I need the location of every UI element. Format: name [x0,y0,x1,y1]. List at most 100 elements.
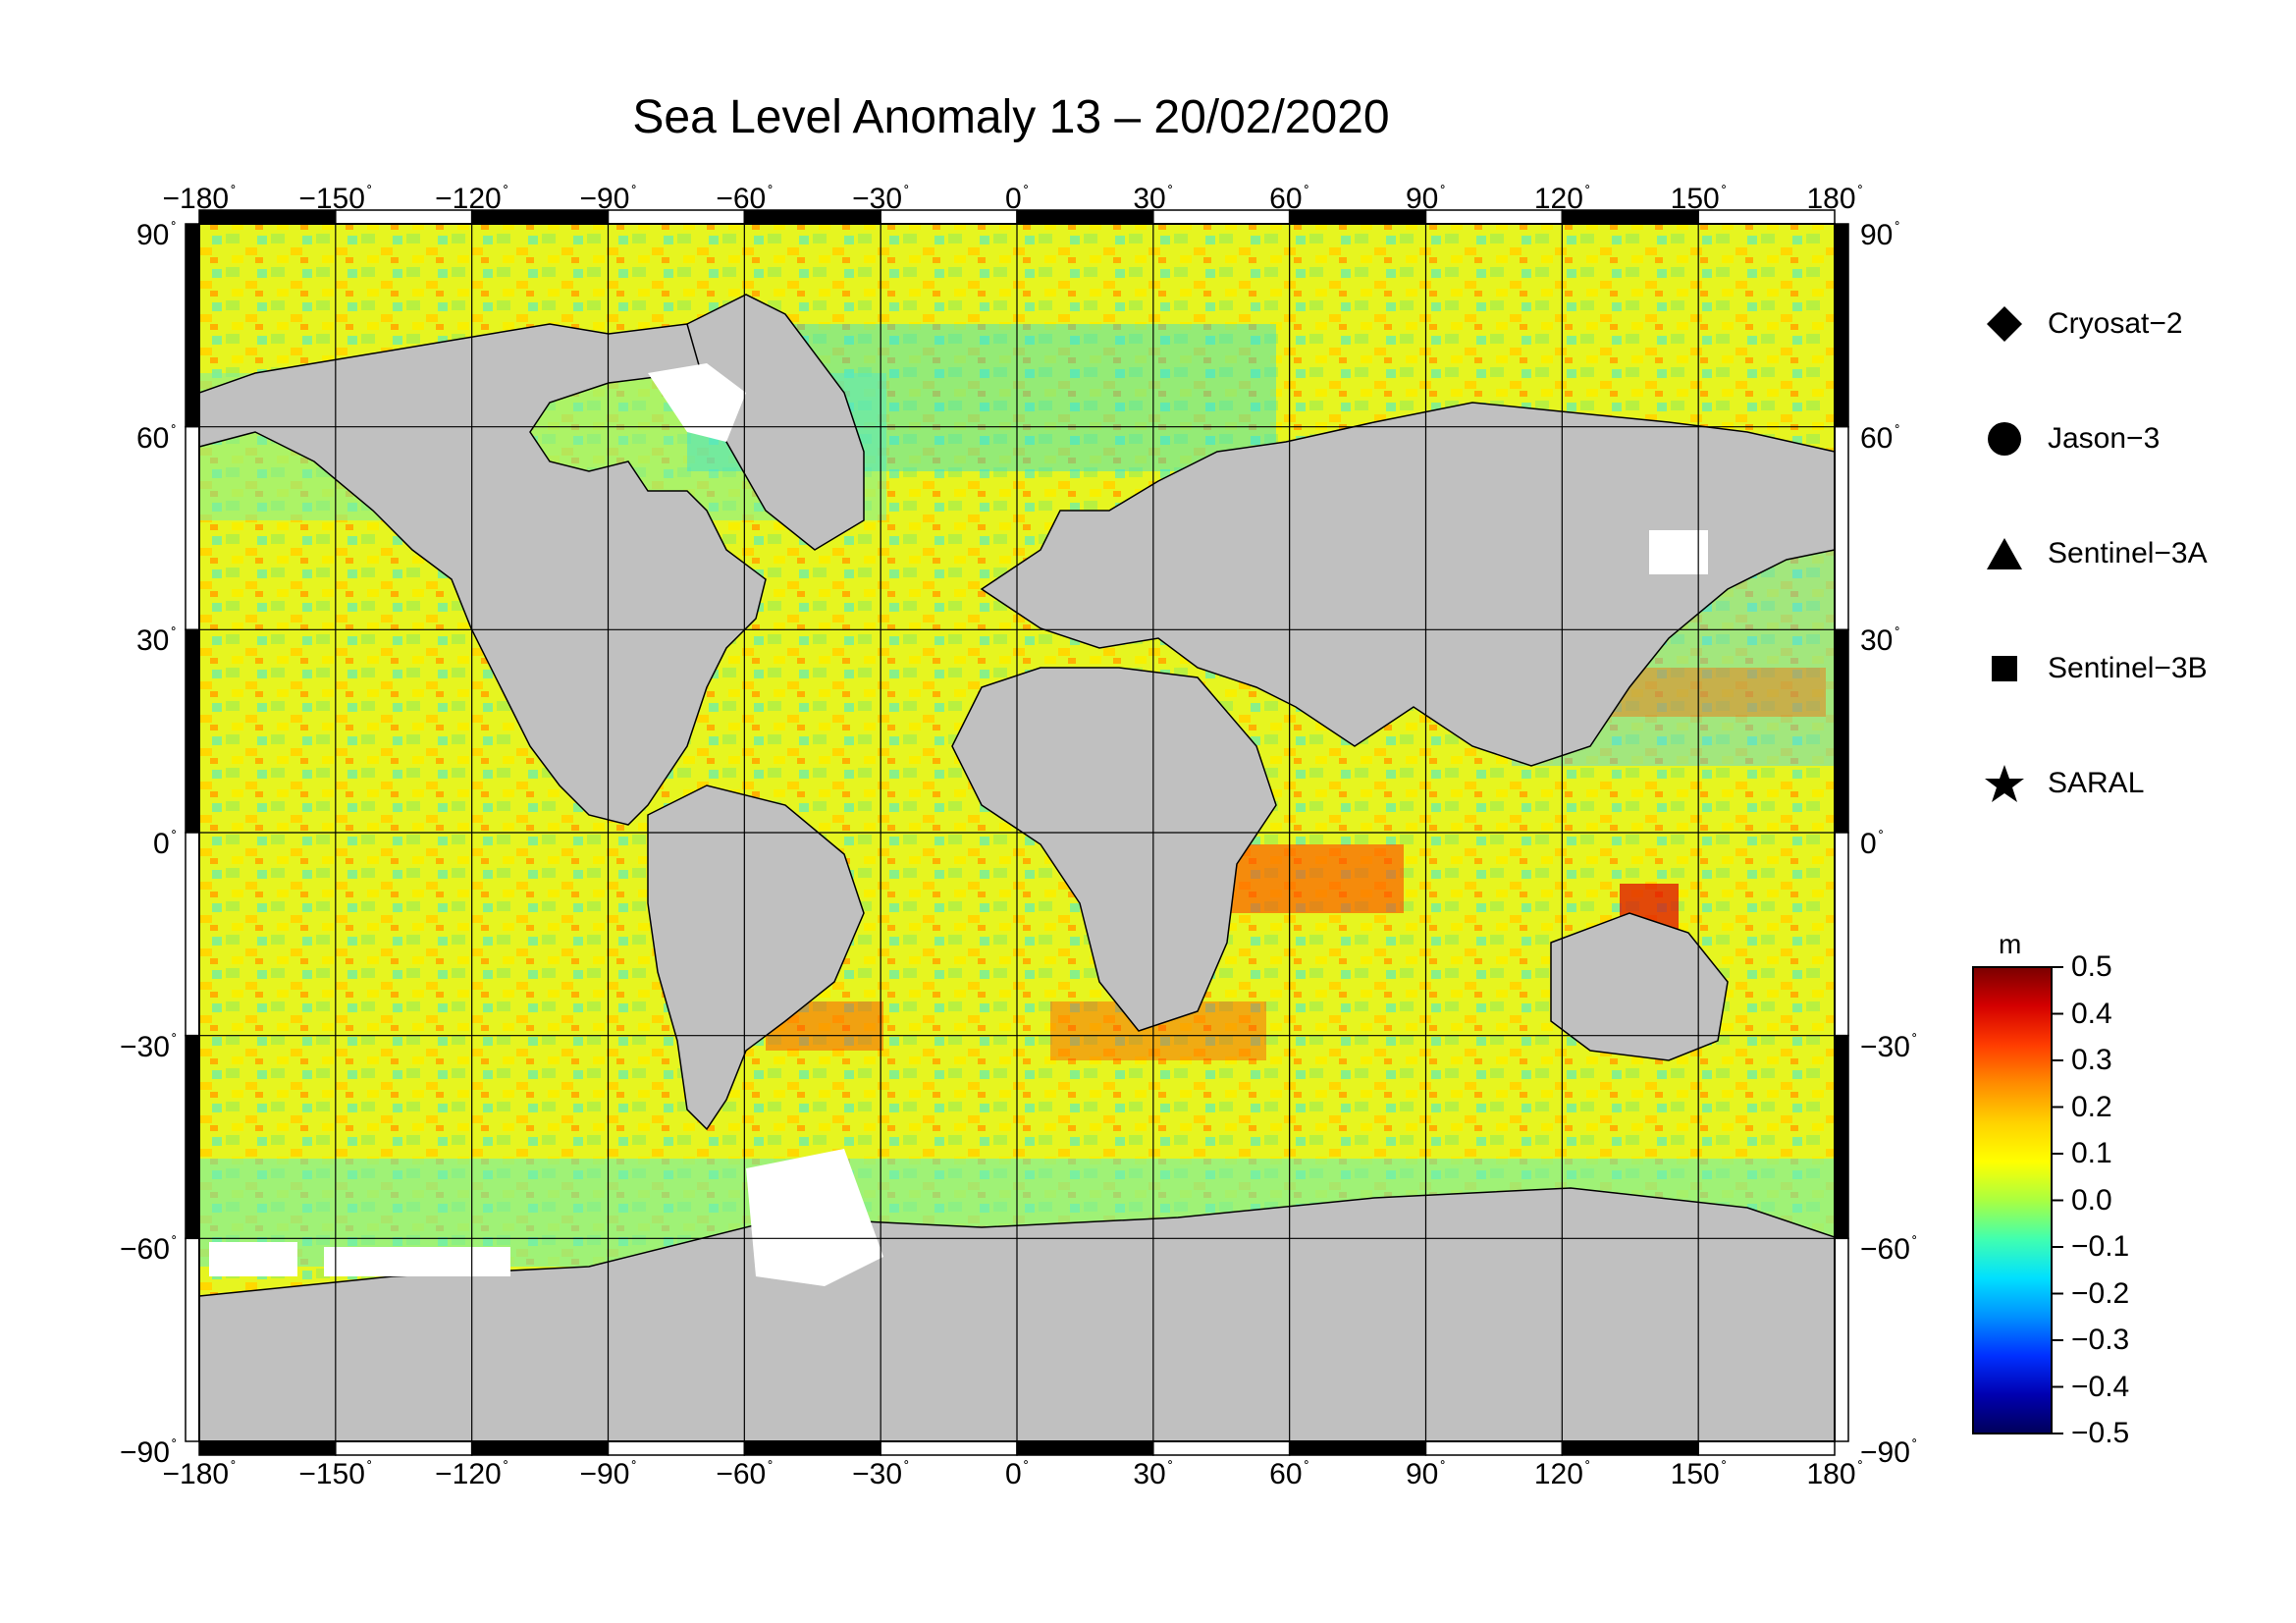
lon-tick-label-bottom: −90 ˚ [579,1458,637,1490]
colorbar-ramp [1972,966,2053,1434]
frame-bar-bottom [1424,1440,1564,1456]
legend-item-sentinel3a: Sentinel−3A [1983,529,2208,578]
lat-tick-label-left: 30 ˚ [136,624,177,658]
legend-label: Jason−3 [2048,422,2161,455]
lat-tick-label-left: −30 ˚ [120,1030,178,1063]
frame-bar-bottom [470,1440,610,1456]
lon-tick-label-bottom: −180 ˚ [162,1458,237,1490]
lon-tick-label-top: −30 ˚ [852,183,910,215]
frame-bar-bottom [880,1440,1018,1456]
lon-tick-label-top: 30 ˚ [1133,183,1174,215]
map-border [198,223,1836,1442]
frame-bar-bottom [743,1440,881,1456]
europe-asia-land [980,402,1836,767]
frame-bar-right [1834,223,1849,428]
legend-label: Sentinel−3B [2048,652,2208,684]
colorbar-label: −0.2 [2071,1276,2130,1310]
lat-tick-label-left: −60 ˚ [120,1233,178,1267]
frame-bar-left [185,1237,200,1442]
colorbar-unit: m [1999,929,2022,959]
frame-bar-bottom [1561,1440,1699,1456]
lon-tick-label-bottom: 120 ˚ [1533,1458,1591,1490]
africa-land [951,667,1277,1032]
lon-tick-label-bottom: 0 ˚ [1005,1458,1030,1490]
colorbar-label: 0.1 [2071,1137,2112,1169]
lon-tick-label-bottom: 60 ˚ [1269,1458,1309,1490]
lon-tick-label-top: 90 ˚ [1406,183,1446,215]
colorbar-label: −0.1 [2071,1230,2130,1263]
frame-bar-left [185,1034,200,1240]
lon-tick-label-top: 150 ˚ [1670,183,1728,215]
colorbar-label: 0.2 [2071,1090,2112,1123]
lon-tick-label-top: −150 ˚ [298,183,373,215]
frame-bar-bottom [1288,1440,1427,1456]
lat-tick-label-left: 0 ˚ [153,828,178,860]
lat-tick-label-right: 0 ˚ [1860,828,1885,860]
south-america-land [647,784,865,1131]
legend-label: Cryosat−2 [2048,307,2183,340]
map-title: Sea Level Anomaly 13 – 20/02/2020 [632,91,1390,143]
colorbar-label: 0.4 [2071,997,2112,1030]
frame-bar-bottom [335,1440,473,1456]
frame-bar-right [1834,832,1849,1037]
frame-bar-bottom [607,1440,746,1456]
colorbar-label: −0.3 [2071,1324,2130,1356]
map-frame [185,209,1849,1456]
lon-tick-label-top: −60 ˚ [716,183,774,215]
diamond-icon [1987,306,2022,342]
legend-item-cryosat2: Cryosat−2 [1983,299,2183,349]
frame-bar-right [1834,425,1849,631]
colorbar-label: 0.5 [2071,950,2112,983]
colorbar-label: 0.0 [2071,1183,2112,1217]
lat-tick-label-right: −90 ˚ [1860,1436,1918,1469]
lon-tick-label-top: −180 ˚ [162,183,237,215]
north-america-land [198,323,767,826]
lon-tick-label-top: 180 ˚ [1806,183,1863,215]
lon-tick-label-top: 120 ˚ [1533,183,1591,215]
legend-item-saral: SARAL [1983,759,2144,808]
lon-tick-label-top: −90 ˚ [579,183,637,215]
frame-bar-right [1834,628,1849,834]
frame-bar-bottom [1152,1440,1291,1456]
colorbar-label: −0.5 [2071,1417,2130,1449]
lon-tick-label-bottom: −30 ˚ [852,1458,910,1490]
colorbar [1972,966,2063,1434]
lat-tick-label-left: 60 ˚ [136,421,177,455]
frame-bar-bottom [198,1440,337,1456]
lon-tick-label-bottom: 180 ˚ [1806,1458,1863,1490]
lon-tick-label-bottom: 90 ˚ [1406,1458,1446,1490]
frame-bar-left [185,223,200,428]
lon-tick-label-bottom: −150 ˚ [298,1458,373,1490]
triangle-icon [1987,538,2022,569]
lon-tick-label-bottom: 150 ˚ [1670,1458,1728,1490]
lon-tick-label-top: 0 ˚ [1005,183,1030,215]
lat-tick-label-right: 60 ˚ [1860,421,1900,455]
frame-bar-right [1834,1034,1849,1240]
lon-tick-label-bottom: −120 ˚ [435,1458,509,1490]
lat-tick-label-right: −30 ˚ [1860,1030,1918,1063]
frame-bar-left [185,425,200,631]
colorbar-label: 0.3 [2071,1044,2112,1076]
legend-item-jason3: Jason−3 [1983,414,2160,463]
lon-tick-label-bottom: −60 ˚ [716,1458,774,1490]
colorbar-label: −0.4 [2071,1370,2130,1403]
legend-label: Sentinel−3A [2048,537,2208,569]
frame-bar-left [185,628,200,834]
lat-tick-label-right: −60 ˚ [1860,1233,1918,1267]
frame-bar-left [185,832,200,1037]
lat-tick-label-left: −90 ˚ [120,1436,178,1469]
legend-item-sentinel3b: Sentinel−3B [1983,644,2208,693]
australia-land [1550,912,1729,1061]
frame-bar-bottom [1697,1440,1836,1456]
star-icon [1985,765,2024,802]
frame-bar-right [1834,1237,1849,1442]
circle-icon [1988,422,2021,456]
lon-tick-label-top: −120 ˚ [435,183,509,215]
square-icon [1992,656,2017,681]
legend-label: SARAL [2048,767,2145,799]
lon-tick-label-bottom: 30 ˚ [1133,1458,1174,1490]
lat-tick-label-right: 30 ˚ [1860,624,1900,658]
frame-bar-bottom [1016,1440,1154,1456]
